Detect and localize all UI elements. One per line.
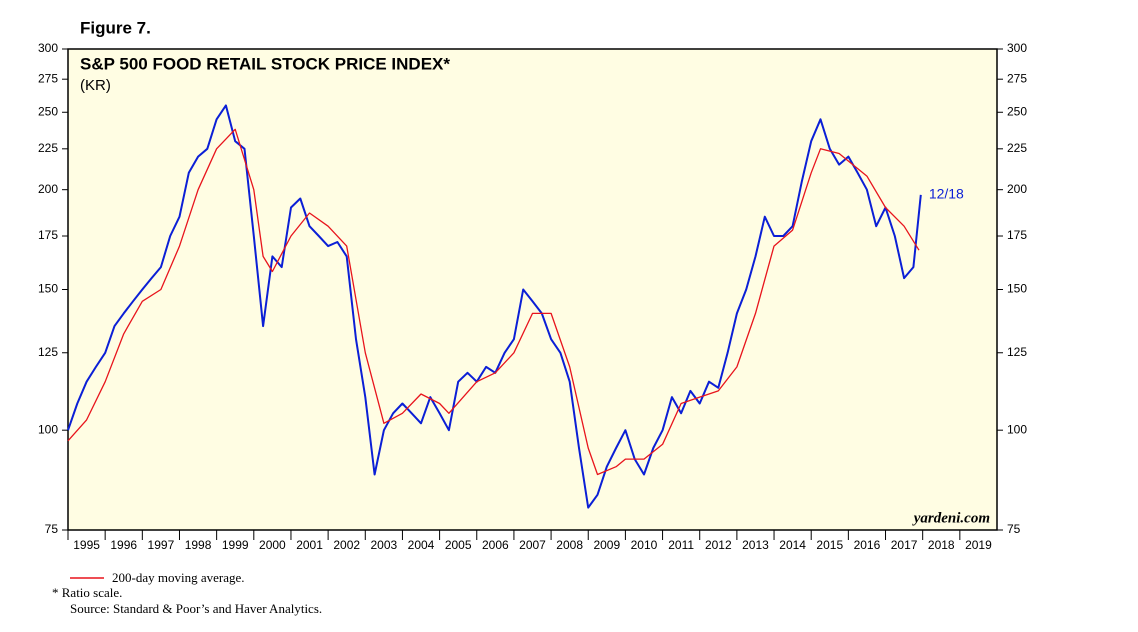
- y2-tick-label: 275: [1007, 71, 1027, 85]
- x-tick-label: 2012: [705, 538, 732, 552]
- note: * Ratio scale.: [52, 585, 122, 600]
- y2-tick-label: 75: [1007, 522, 1021, 536]
- x-tick-label: 2007: [519, 538, 546, 552]
- y2-tick-label: 100: [1007, 422, 1027, 436]
- plot-area: [67, 48, 998, 531]
- y-tick-label: 300: [38, 41, 58, 55]
- y-tick-label: 150: [38, 282, 58, 296]
- x-tick-label: 2004: [408, 538, 435, 552]
- x-tick-label: 1995: [73, 538, 100, 552]
- x-tick-label: 1998: [185, 538, 212, 552]
- note: Source: Standard & Poor’s and Haver Anal…: [70, 601, 322, 616]
- x-tick-label: 2003: [371, 538, 398, 552]
- y-tick-label: 125: [38, 345, 58, 359]
- x-tick-label: 2008: [556, 538, 583, 552]
- x-tick-label: 2000: [259, 538, 286, 552]
- figure-label: Figure 7.: [80, 18, 151, 37]
- y-tick-label: 200: [38, 182, 58, 196]
- x-tick-label: 2017: [891, 538, 918, 552]
- x-tick-label: 1996: [110, 538, 137, 552]
- y-tick-label: 250: [38, 104, 58, 118]
- x-tick-label: 2015: [816, 538, 843, 552]
- y2-tick-label: 150: [1007, 282, 1027, 296]
- y2-tick-label: 200: [1007, 182, 1027, 196]
- x-tick-label: 2005: [445, 538, 472, 552]
- x-tick-label: 2013: [742, 538, 769, 552]
- x-tick-label: 2018: [928, 538, 955, 552]
- y2-tick-label: 125: [1007, 345, 1027, 359]
- y-tick-label: 175: [38, 228, 58, 242]
- x-tick-label: 2019: [965, 538, 992, 552]
- y-tick-label: 225: [38, 141, 58, 155]
- y2-tick-label: 250: [1007, 104, 1027, 118]
- series-line: [67, 128, 920, 476]
- x-tick-label: 2014: [779, 538, 806, 552]
- watermark: yardeni.com: [912, 510, 990, 526]
- chart-subtitle: (KR): [80, 77, 111, 94]
- x-tick-label: 2006: [482, 538, 509, 552]
- x-tick-label: 2002: [333, 538, 360, 552]
- y2-tick-label: 300: [1007, 41, 1027, 55]
- y-tick-label: 75: [45, 522, 59, 536]
- y-tick-label: 100: [38, 422, 58, 436]
- x-tick-label: 2011: [668, 538, 694, 552]
- legend-label: 200-day moving average.: [112, 570, 244, 585]
- y2-tick-label: 175: [1007, 228, 1027, 242]
- chart-title: S&P 500 FOOD RETAIL STOCK PRICE INDEX*: [80, 54, 450, 73]
- x-tick-label: 2016: [854, 538, 881, 552]
- x-tick-label: 2010: [631, 538, 658, 552]
- y-tick-label: 275: [38, 71, 58, 85]
- y2-tick-label: 225: [1007, 141, 1027, 155]
- x-tick-label: 1999: [222, 538, 249, 552]
- x-tick-label: 2001: [296, 538, 323, 552]
- x-tick-label: 1997: [148, 538, 175, 552]
- annotation: 12/18: [929, 186, 964, 202]
- x-tick-label: 2009: [593, 538, 620, 552]
